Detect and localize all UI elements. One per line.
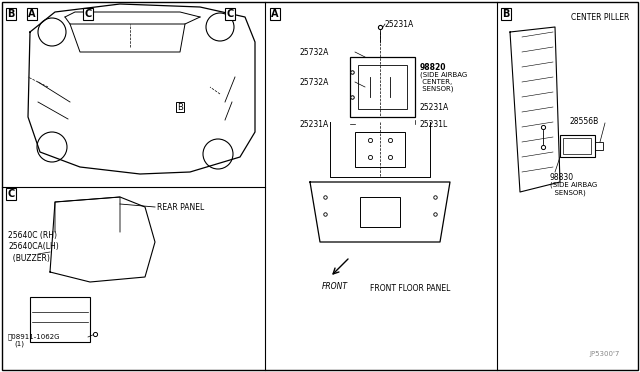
Text: 98820: 98820	[420, 62, 447, 71]
Text: 25732A: 25732A	[300, 77, 330, 87]
Text: (SIDE AIRBAG: (SIDE AIRBAG	[420, 72, 467, 78]
Text: ⓝ08911-1062G: ⓝ08911-1062G	[8, 334, 61, 340]
Text: SENSOR): SENSOR)	[420, 86, 454, 92]
Text: REAR PANEL: REAR PANEL	[157, 202, 204, 212]
Bar	[350, 57, 415, 117]
Text: 25732A: 25732A	[300, 48, 330, 57]
Bar	[30, 297, 90, 342]
Text: JP5300'7: JP5300'7	[589, 351, 620, 357]
Bar	[560, 135, 595, 157]
Text: C: C	[227, 9, 234, 19]
Text: (SIDE AIRBAG: (SIDE AIRBAG	[550, 182, 597, 188]
Bar	[360, 197, 400, 227]
Text: C: C	[8, 189, 15, 199]
Bar	[595, 142, 603, 150]
Text: FRONT: FRONT	[322, 282, 348, 291]
Bar	[355, 132, 405, 167]
Text: C: C	[84, 9, 92, 19]
Text: 98830: 98830	[550, 173, 574, 182]
Text: A: A	[271, 9, 279, 19]
Text: 28556B: 28556B	[570, 116, 599, 125]
Text: 25640C (RH)
25640CA(LH)
  (BUZZER): 25640C (RH) 25640CA(LH) (BUZZER)	[8, 231, 59, 263]
Text: 25231A: 25231A	[420, 103, 449, 112]
Text: B: B	[177, 103, 183, 112]
Bar	[563, 138, 591, 154]
Bar	[358, 65, 407, 109]
Text: 25231A: 25231A	[300, 119, 329, 128]
Text: CENTER PILLER: CENTER PILLER	[571, 13, 629, 22]
Text: B: B	[7, 9, 15, 19]
Text: FRONT FLOOR PANEL: FRONT FLOOR PANEL	[370, 284, 450, 293]
Text: A: A	[28, 9, 36, 19]
Text: 25231L: 25231L	[420, 119, 448, 128]
Text: SENSOR): SENSOR)	[550, 190, 586, 196]
Text: 25231A: 25231A	[385, 19, 414, 29]
Text: B: B	[502, 9, 509, 19]
Text: CENTER,: CENTER,	[420, 79, 452, 85]
Text: (1): (1)	[14, 341, 24, 347]
